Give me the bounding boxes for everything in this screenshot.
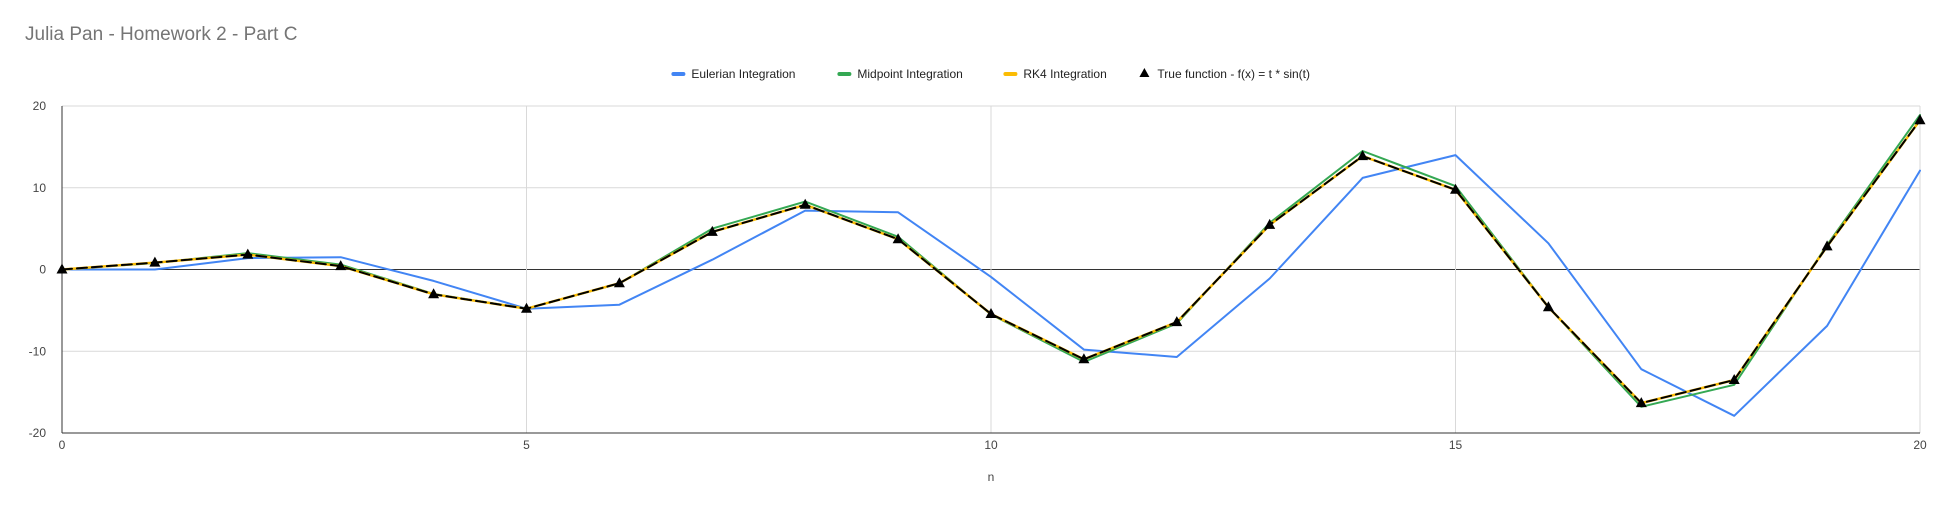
data-point-marker: [149, 256, 161, 267]
data-point-marker: [799, 198, 811, 209]
data-point-marker: [1542, 301, 1554, 312]
data-point-marker: [706, 225, 718, 236]
x-tick-label: 10: [984, 438, 998, 452]
legend-label: True function - f(x) = t * sin(t): [1157, 67, 1310, 81]
data-point-marker: [1171, 316, 1183, 327]
data-point-marker: [1078, 353, 1090, 364]
legend: Eulerian Integration Midpoint Integration…: [671, 67, 1310, 81]
chart-title: Julia Pan - Homework 2 - Part C: [25, 24, 298, 45]
data-point-marker: [985, 308, 997, 318]
series-line-1: [61, 154, 1921, 417]
data-point-marker: [1264, 218, 1276, 229]
y-tick-label: -10: [29, 344, 47, 358]
data-point-marker: [521, 302, 532, 313]
series-line-4: [61, 119, 1921, 405]
x-tick-label: 5: [523, 438, 530, 452]
data-point-marker: [613, 277, 625, 288]
data-point-marker: [892, 233, 904, 244]
x-tick-label: 0: [59, 438, 66, 452]
data-point-marker: [1357, 150, 1369, 161]
data-point-marker: [1635, 397, 1647, 408]
x-axis-title: n: [988, 470, 995, 484]
data-point-marker: [428, 288, 440, 299]
y-tick-label: -20: [29, 426, 47, 440]
legend-swatch-triangle-icon: [1139, 68, 1150, 77]
data-point-marker: [56, 263, 68, 274]
x-tick-label: 20: [1913, 438, 1927, 452]
x-tick-label: 15: [1449, 438, 1463, 452]
data-point-marker: [1914, 114, 1926, 125]
data-point-marker: [1821, 240, 1833, 251]
axes: 20 10 0 -10 -20 0 5 10 15 20: [29, 99, 1927, 452]
legend-label: Eulerian Integration: [691, 67, 795, 81]
data-point-marker: [335, 260, 347, 271]
y-tick-label: 10: [33, 181, 47, 195]
series-markers: [56, 114, 1926, 408]
data-point-marker: [242, 248, 254, 259]
legend-label: RK4 Integration: [1023, 67, 1106, 81]
legend-label: Midpoint Integration: [857, 67, 962, 81]
data-point-marker: [1728, 374, 1740, 384]
data-point-marker: [1450, 183, 1461, 194]
y-tick-label: 20: [33, 99, 47, 113]
y-tick-label: 0: [39, 263, 46, 277]
